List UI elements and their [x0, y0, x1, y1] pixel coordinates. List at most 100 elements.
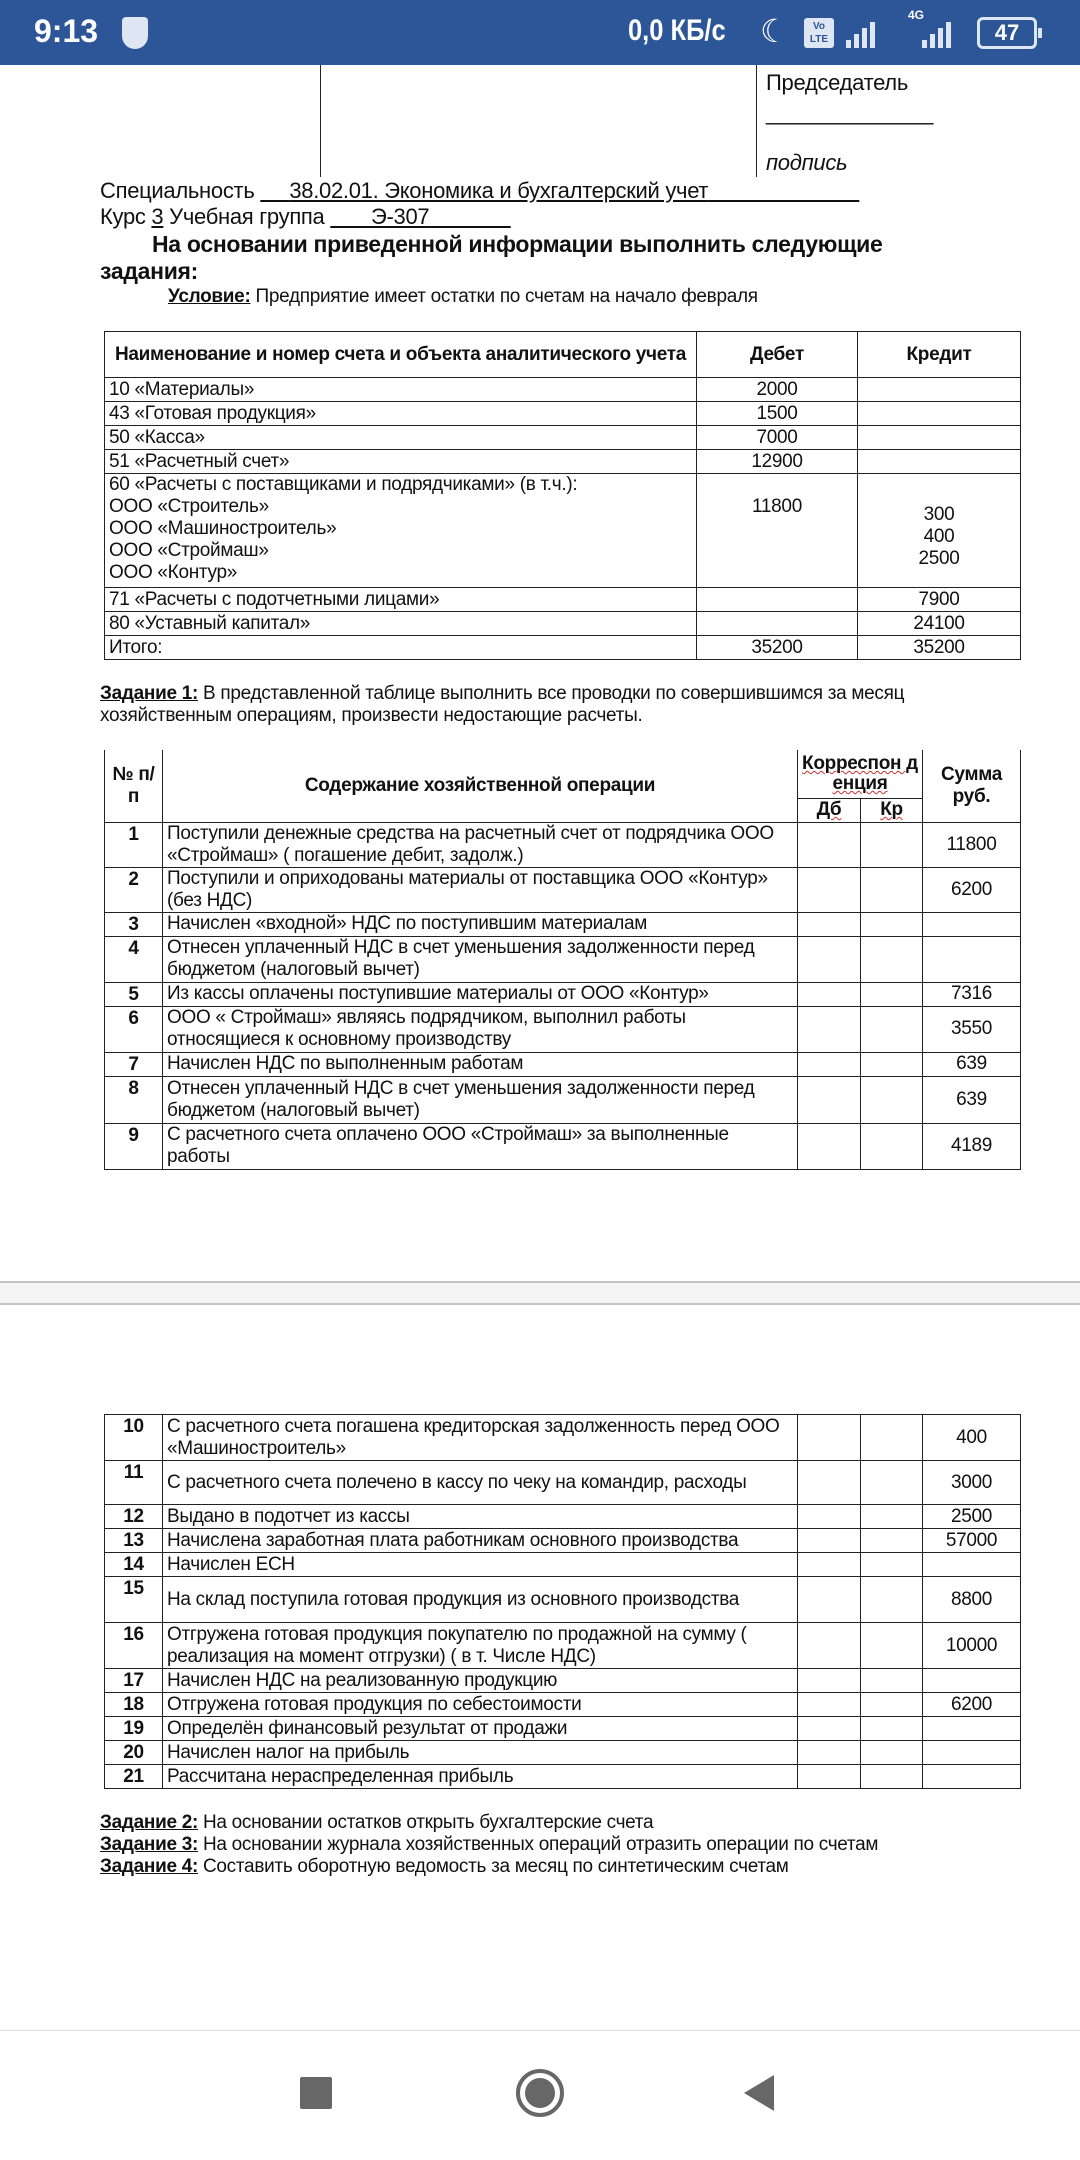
cell-empty[interactable]: [860, 911, 923, 937]
cell-n: 19: [104, 1716, 163, 1741]
cell-name: Итого:: [104, 635, 697, 660]
cell-sum: [922, 1552, 1021, 1577]
cell-empty[interactable]: [860, 1622, 923, 1669]
cell-empty[interactable]: [860, 821, 923, 868]
cell-empty[interactable]: [860, 1122, 923, 1170]
cell-empty[interactable]: [860, 1528, 923, 1553]
table-row: 17 Начислен НДС на реализованную продукци…: [104, 1668, 1021, 1693]
cell-text: Начислен налог на прибыль: [162, 1740, 798, 1765]
cell-text: Начислена заработная плата работникам ос…: [162, 1528, 798, 1553]
cell-empty[interactable]: [797, 1622, 861, 1669]
cell-empty[interactable]: [860, 1740, 923, 1765]
cell-empty[interactable]: [797, 821, 861, 868]
divider: [320, 65, 321, 177]
cell-sum: 4189: [922, 1122, 1021, 1170]
cell-empty[interactable]: [860, 866, 923, 913]
navigation-bar: [0, 2030, 1080, 2160]
cell-n: 5: [104, 981, 163, 1007]
cell-empty[interactable]: [860, 935, 923, 983]
cell-empty[interactable]: [797, 1504, 861, 1529]
cell-sum: [922, 935, 1021, 983]
cell-text: Начислен НДС на реализованную продукцию: [162, 1668, 798, 1693]
cell-empty[interactable]: [860, 1504, 923, 1529]
cell-empty[interactable]: [797, 1414, 861, 1461]
cell-empty[interactable]: [797, 1075, 861, 1124]
table-row: 8 Отнесен уплаченный НДС в счет уменьшени…: [104, 1075, 1021, 1124]
cell-empty[interactable]: [797, 1692, 861, 1717]
cell-empty[interactable]: [860, 1414, 923, 1461]
cell-debit: 12900: [696, 449, 858, 474]
cell-sum: 3000: [922, 1460, 1021, 1505]
cell-empty[interactable]: [860, 1005, 923, 1053]
cell-text: С расчетного счета оплачено ООО «Стройма…: [162, 1122, 798, 1170]
cell-debit: [696, 587, 858, 612]
cell-empty[interactable]: [860, 1552, 923, 1577]
cell-empty[interactable]: [797, 1122, 861, 1170]
balances-table: Наименование и номер счета и объекта ана…: [104, 331, 1021, 660]
cell-credit: [857, 425, 1021, 450]
cell-text: Рассчитана нераспределенная прибыль: [162, 1764, 798, 1789]
cell-empty[interactable]: [797, 1576, 861, 1623]
cell-empty[interactable]: [860, 1764, 923, 1789]
cell-empty[interactable]: [797, 935, 861, 983]
task-4: Задание 4: Составить оборотную ведомость…: [100, 1856, 789, 1877]
table-row: 4 Отнесен уплаченный НДС в счет уменьшени…: [104, 935, 1021, 983]
cell-sum: 6200: [922, 866, 1021, 913]
cell-sum: [922, 1764, 1021, 1789]
cell-sum: [922, 1740, 1021, 1765]
cell-empty[interactable]: [860, 1576, 923, 1623]
table-row: 43 «Готовая продукция» 1500: [104, 401, 1021, 426]
group-value: Э-307: [370, 204, 430, 229]
table-row: 71 «Расчеты с подотчетными лицами» 7900: [104, 587, 1021, 612]
cell-empty[interactable]: [797, 1668, 861, 1693]
table-row: 1 Поступили денежные средства на расчетны…: [104, 821, 1021, 868]
specialty-line: Специальность 38.02.01. Экономика и бухг…: [100, 178, 859, 204]
cell-empty[interactable]: [860, 1075, 923, 1124]
cell-empty[interactable]: [860, 1051, 923, 1077]
recents-icon[interactable]: [300, 2077, 332, 2109]
table-row: 6 ООО « Строймаш» являясь подрядчиком, вы…: [104, 1005, 1021, 1053]
cell-sum: 2500: [922, 1504, 1021, 1529]
cell-empty[interactable]: [797, 1051, 861, 1077]
cell-sum: 57000: [922, 1528, 1021, 1553]
cell-text: Отгружена готовая продукция по себестоим…: [162, 1692, 798, 1717]
cell-name: 43 «Готовая продукция»: [104, 401, 697, 426]
cell-empty[interactable]: [797, 1716, 861, 1741]
home-icon[interactable]: [516, 2069, 564, 2117]
back-icon[interactable]: [744, 2075, 774, 2111]
table-row: 11 С расчетного счета полечено в кассу по…: [104, 1460, 1021, 1505]
cell-n: 17: [104, 1668, 163, 1693]
cell-sum: [922, 1668, 1021, 1693]
cell-empty[interactable]: [860, 1460, 923, 1505]
cell-text: ООО « Строймаш» являясь подрядчиком, вып…: [162, 1005, 798, 1053]
cell-empty[interactable]: [860, 1692, 923, 1717]
cell-n: 13: [104, 1528, 163, 1553]
cell-empty[interactable]: [797, 1005, 861, 1053]
table-row: 50 «Касса» 7000: [104, 425, 1021, 450]
cell-empty[interactable]: [797, 981, 861, 1007]
cell-empty[interactable]: [797, 1764, 861, 1789]
signature-line: ______________: [766, 100, 934, 125]
cell-credit: 7900: [857, 587, 1021, 612]
cell-empty[interactable]: [797, 1740, 861, 1765]
volte-icon: Vo LTE: [804, 18, 834, 48]
cell-empty[interactable]: [797, 1460, 861, 1505]
condition: Условие: Предприятие имеет остатки по сч…: [168, 286, 758, 307]
page-separator: [0, 1281, 1080, 1305]
table-row: 20 Начислен налог на прибыль: [104, 1740, 1021, 1765]
instruction-heading: На основании приведенной информации выпо…: [152, 231, 883, 257]
cell-empty[interactable]: [797, 911, 861, 937]
operations-table: № п/п Содержание хозяйственной операции …: [104, 750, 1021, 1170]
cell-empty[interactable]: [860, 1716, 923, 1741]
task1: Задание 1: В представленной таблице выпо…: [100, 683, 905, 704]
cell-empty[interactable]: [797, 1552, 861, 1577]
cell-sum: [922, 911, 1021, 937]
cell-empty[interactable]: [797, 866, 861, 913]
cell-empty[interactable]: [797, 1528, 861, 1553]
cell-n: 11: [104, 1460, 163, 1505]
cell-empty[interactable]: [860, 981, 923, 1007]
cell-n: 2: [104, 866, 163, 913]
table-row: 18 Отгружена готовая продукция по себесто…: [104, 1692, 1021, 1717]
cell-empty[interactable]: [860, 1668, 923, 1693]
table-row: 5 Из кассы оплачены поступившие материалы…: [104, 981, 1021, 1007]
